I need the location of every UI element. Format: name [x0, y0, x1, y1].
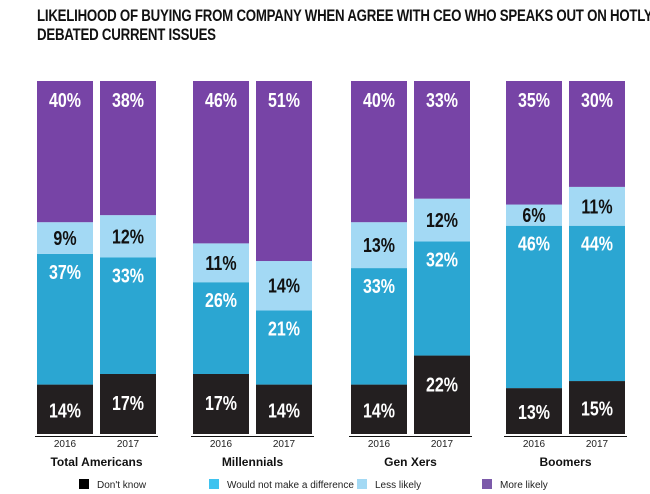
- group-label-gen-xers: Gen Xers: [384, 455, 437, 469]
- data-label-total-americans-2016-don-t-know: 14%: [49, 400, 81, 422]
- x-tick-label-total-americans-2016: 2016: [54, 439, 77, 450]
- data-label-total-americans-2017-don-t-know: 17%: [112, 392, 144, 414]
- bar-segment-gen-xers-2017-more-likely: [414, 81, 470, 199]
- bar-segment-millennials-2017-less-likely: [256, 261, 312, 311]
- data-label-boomers-2016-would-not-make-a-difference: 46%: [518, 233, 550, 255]
- data-label-millennials-2016-more-likely: 46%: [205, 89, 237, 111]
- legend-swatch-would-not-make-a-difference: [209, 479, 219, 489]
- chart-title: LIKELIHOOD OF BUYING FROM COMPANY WHEN A…: [37, 6, 650, 44]
- chart-title-line-2: DEBATED CURRENT ISSUES: [37, 25, 216, 44]
- bar-segment-boomers-2017-would-not-make-a-difference: [569, 225, 625, 382]
- bar-segment-boomers-2016-would-not-make-a-difference: [506, 225, 562, 389]
- data-label-total-americans-2017-would-not-make-a-difference: 33%: [112, 265, 144, 287]
- data-label-total-americans-2016-would-not-make-a-difference: 37%: [49, 261, 81, 283]
- bar-segment-boomers-2017-more-likely: [569, 81, 625, 187]
- data-label-gen-xers-2016-more-likely: 40%: [363, 89, 395, 111]
- data-label-boomers-2017-less-likely: 11%: [581, 196, 612, 218]
- chart-title-line-1: LIKELIHOOD OF BUYING FROM COMPANY WHEN A…: [37, 6, 650, 25]
- data-label-millennials-2017-don-t-know: 14%: [268, 400, 300, 422]
- data-label-gen-xers-2017-would-not-make-a-difference: 32%: [426, 249, 458, 271]
- bar-segment-total-americans-2016-more-likely: [37, 81, 93, 223]
- bar-segment-millennials-2017-would-not-make-a-difference: [256, 310, 312, 385]
- legend-label-don-t-know: Don't know: [97, 480, 147, 491]
- x-tick-label-gen-xers-2016: 2016: [368, 439, 391, 450]
- bar-segment-total-americans-2017-would-not-make-a-difference: [100, 257, 156, 374]
- bar-segment-total-americans-2017-more-likely: [100, 81, 156, 216]
- legend-swatch-more-likely: [482, 479, 492, 489]
- data-label-gen-xers-2017-more-likely: 33%: [426, 89, 458, 111]
- group-label-millennials: Millennials: [222, 455, 284, 469]
- bar-segment-millennials-2016-more-likely: [193, 81, 249, 244]
- bar-segment-boomers-2016-less-likely: [506, 204, 562, 226]
- x-tick-label-total-americans-2017: 2017: [117, 439, 140, 450]
- legend-label-would-not-make-a-difference: Would not make a difference: [227, 480, 354, 491]
- bar-segment-millennials-2016-would-not-make-a-difference: [193, 282, 249, 374]
- data-label-total-americans-2017-less-likely: 12%: [112, 226, 144, 248]
- group-label-boomers: Boomers: [539, 455, 591, 469]
- bar-segment-millennials-2016-don-t-know: [193, 373, 249, 434]
- x-tick-label-gen-xers-2017: 2017: [431, 439, 454, 450]
- bar-segment-total-americans-2017-less-likely: [100, 215, 156, 258]
- bar-segment-millennials-2017-don-t-know: [256, 384, 312, 434]
- bar-segment-boomers-2017-less-likely: [569, 186, 625, 226]
- data-label-millennials-2016-don-t-know: 17%: [205, 392, 237, 414]
- x-tick-label-millennials-2016: 2016: [210, 439, 233, 450]
- bar-segment-gen-xers-2016-more-likely: [351, 81, 407, 223]
- bar-segment-boomers-2017-don-t-know: [569, 381, 625, 434]
- data-label-millennials-2016-less-likely: 11%: [205, 252, 236, 274]
- bar-segment-gen-xers-2017-don-t-know: [414, 355, 470, 434]
- data-label-gen-xers-2017-don-t-know: 22%: [426, 374, 458, 396]
- bar-segment-boomers-2016-more-likely: [506, 81, 562, 205]
- bar-segment-gen-xers-2016-less-likely: [351, 222, 407, 269]
- data-label-boomers-2017-would-not-make-a-difference: 44%: [581, 233, 613, 255]
- data-label-boomers-2017-don-t-know: 15%: [581, 398, 613, 420]
- x-tick-label-millennials-2017: 2017: [273, 439, 296, 450]
- legend-label-more-likely: More likely: [500, 480, 548, 491]
- bar-segment-total-americans-2016-don-t-know: [37, 384, 93, 434]
- bar-segment-gen-xers-2016-don-t-know: [351, 384, 407, 434]
- legend-swatch-don-t-know: [79, 479, 89, 489]
- legend-swatch-less-likely: [357, 479, 367, 489]
- group-label-total-americans: Total Americans: [50, 455, 142, 469]
- bar-segment-millennials-2016-less-likely: [193, 243, 249, 283]
- bar-segment-total-americans-2016-less-likely: [37, 222, 93, 254]
- data-label-millennials-2017-less-likely: 14%: [268, 275, 300, 297]
- data-label-millennials-2017-more-likely: 51%: [268, 89, 300, 111]
- x-tick-label-boomers-2016: 2016: [523, 439, 546, 450]
- data-label-total-americans-2016-more-likely: 40%: [49, 89, 81, 111]
- bar-segment-total-americans-2016-would-not-make-a-difference: [37, 253, 93, 385]
- data-label-boomers-2016-less-likely: 6%: [522, 204, 545, 226]
- data-label-millennials-2017-would-not-make-a-difference: 21%: [268, 318, 300, 340]
- data-label-boomers-2017-more-likely: 30%: [581, 89, 613, 111]
- bar-segment-gen-xers-2017-would-not-make-a-difference: [414, 241, 470, 356]
- data-label-gen-xers-2016-less-likely: 13%: [363, 234, 395, 256]
- x-tick-label-boomers-2017: 2017: [586, 439, 609, 450]
- bar-segment-gen-xers-2016-would-not-make-a-difference: [351, 268, 407, 385]
- data-label-boomers-2016-more-likely: 35%: [518, 89, 550, 111]
- bar-segment-total-americans-2017-don-t-know: [100, 373, 156, 434]
- legend-label-less-likely: Less likely: [375, 480, 421, 491]
- bar-segment-boomers-2016-don-t-know: [506, 388, 562, 434]
- data-label-total-americans-2017-more-likely: 38%: [112, 89, 144, 111]
- data-label-total-americans-2016-less-likely: 9%: [53, 227, 76, 249]
- data-label-gen-xers-2017-less-likely: 12%: [426, 209, 458, 231]
- data-label-boomers-2016-don-t-know: 13%: [518, 401, 550, 423]
- data-label-gen-xers-2016-don-t-know: 14%: [363, 400, 395, 422]
- data-label-gen-xers-2016-would-not-make-a-difference: 33%: [363, 275, 395, 297]
- bar-segment-millennials-2017-more-likely: [256, 81, 312, 262]
- bar-segment-gen-xers-2017-less-likely: [414, 198, 470, 242]
- data-label-millennials-2016-would-not-make-a-difference: 26%: [205, 290, 237, 312]
